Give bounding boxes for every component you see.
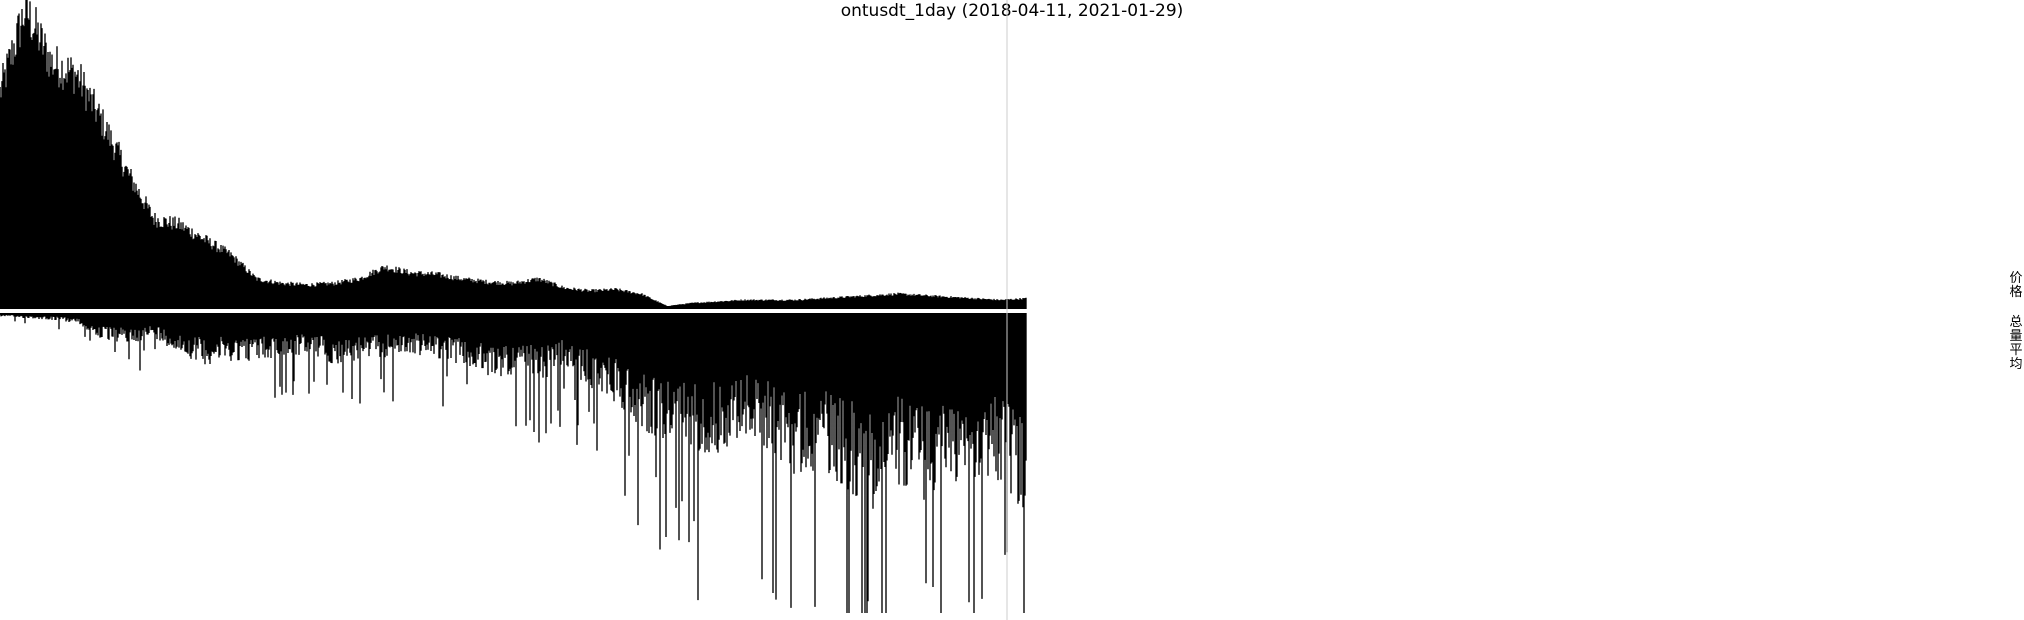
legend-label-volume-average: 总量平均 <box>2009 315 2023 372</box>
legend-item-volume-average: 总量平均 <box>2008 316 2024 372</box>
legend-item-price: 价格 <box>2008 272 2024 300</box>
price-bars <box>0 0 1027 309</box>
chart-title: ontusdt_1day (2018-04-11, 2021-01-29) <box>840 1 1184 21</box>
volume-average-bars <box>0 313 1027 613</box>
volume-average-series <box>0 313 1027 613</box>
price-series <box>0 0 1027 309</box>
legend-label-price: 价格 <box>2009 271 2023 300</box>
